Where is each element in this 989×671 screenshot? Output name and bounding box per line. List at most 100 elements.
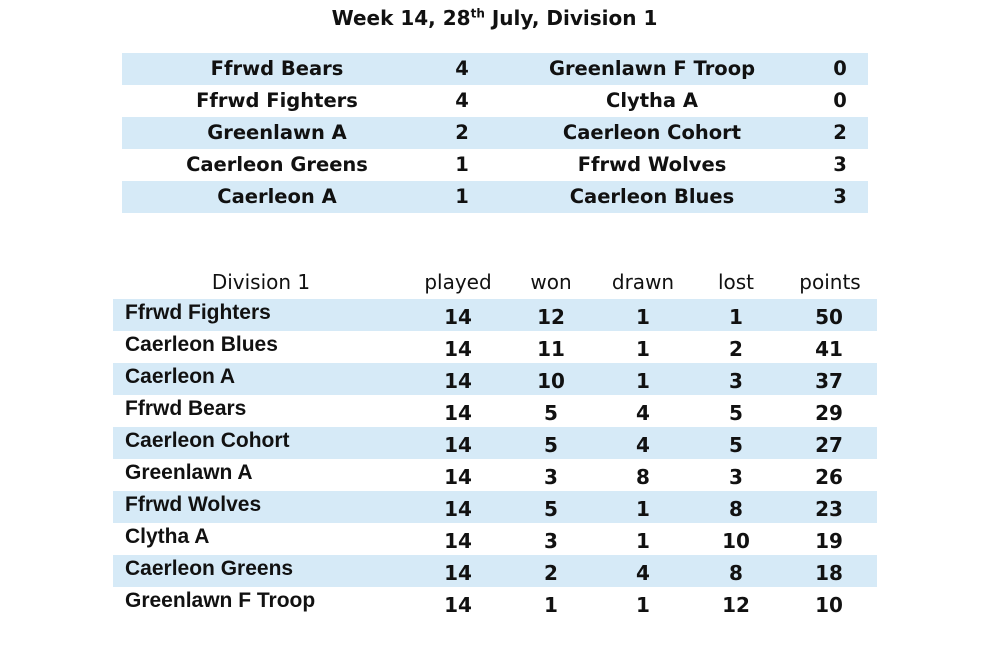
home-team: Caerleon Greens — [186, 153, 368, 176]
away-team: Ffrwd Wolves — [577, 153, 727, 176]
points-value: 37 — [815, 369, 843, 393]
played-value: 14 — [444, 401, 472, 425]
team-name: Caerleon Cohort — [125, 429, 290, 452]
header-division: Division 1 — [211, 270, 311, 294]
title-rest: July, Division 1 — [484, 6, 658, 30]
team-name: Caerleon Blues — [125, 333, 278, 356]
standings-row: Ffrwd Wolves 14 5 1 8 23 — [113, 491, 877, 523]
drawn-value: 1 — [636, 305, 650, 329]
home-score: 4 — [455, 57, 469, 80]
result-row: Caerleon A 1 Caerleon Blues 3 — [122, 181, 868, 213]
lost-value: 10 — [722, 529, 750, 553]
won-value: 1 — [544, 593, 558, 617]
away-team: Caerleon Cohort — [562, 121, 742, 144]
result-row: Greenlawn A 2 Caerleon Cohort 2 — [122, 117, 868, 149]
result-row: Ffrwd Bears 4 Greenlawn F Troop 0 — [122, 53, 868, 85]
points-value: 19 — [815, 529, 843, 553]
lost-value: 5 — [729, 401, 743, 425]
home-team: Caerleon A — [217, 185, 337, 208]
team-name: Greenlawn A — [125, 461, 253, 484]
won-value: 3 — [544, 465, 558, 489]
points-value: 41 — [815, 337, 843, 361]
played-value: 14 — [444, 465, 472, 489]
points-value: 26 — [815, 465, 843, 489]
standings-table: Division 1 played won drawn lost points … — [113, 266, 877, 619]
result-row: Caerleon Greens 1 Ffrwd Wolves 3 — [122, 149, 868, 181]
standings-row: Caerleon A 14 10 1 3 37 — [113, 363, 877, 395]
header-lost: lost — [717, 270, 755, 294]
drawn-value: 1 — [636, 497, 650, 521]
drawn-value: 1 — [636, 369, 650, 393]
page-title: Week 14, 28th July, Division 1 — [0, 4, 989, 32]
team-name: Ffrwd Fighters — [125, 301, 271, 324]
title-main: Week 14, 28 — [331, 6, 471, 30]
won-value: 2 — [544, 561, 558, 585]
header-won: won — [530, 270, 572, 294]
header-points: points — [799, 270, 861, 294]
won-value: 12 — [537, 305, 565, 329]
team-name: Greenlawn F Troop — [125, 589, 316, 612]
drawn-value: 4 — [636, 433, 650, 457]
team-name: Clytha A — [125, 525, 210, 548]
won-value: 5 — [544, 497, 558, 521]
away-team: Greenlawn F Troop — [548, 57, 756, 80]
team-name: Ffrwd Wolves — [125, 493, 262, 516]
away-score: 2 — [833, 121, 847, 144]
played-value: 14 — [444, 337, 472, 361]
away-team: Clytha A — [606, 89, 698, 112]
away-score: 0 — [833, 89, 847, 112]
away-score: 0 — [833, 57, 847, 80]
home-score: 2 — [455, 121, 469, 144]
points-value: 50 — [815, 305, 843, 329]
home-team: Greenlawn A — [207, 121, 347, 144]
standings-row: Caerleon Blues 14 11 1 2 41 — [113, 331, 877, 363]
title-ordinal-suffix: th — [470, 6, 485, 21]
team-name: Caerleon A — [125, 365, 236, 388]
points-value: 18 — [815, 561, 843, 585]
lost-value: 3 — [729, 369, 743, 393]
standings-row: Caerleon Cohort 14 5 4 5 27 — [113, 427, 877, 459]
standings-row: Greenlawn F Troop 14 1 1 12 10 — [113, 587, 877, 619]
standings-header: Division 1 played won drawn lost points — [113, 266, 877, 299]
points-value: 23 — [815, 497, 843, 521]
team-name: Caerleon Greens — [125, 557, 294, 580]
played-value: 14 — [444, 497, 472, 521]
won-value: 3 — [544, 529, 558, 553]
played-value: 14 — [444, 305, 472, 329]
won-value: 11 — [537, 337, 565, 361]
standings-row: Ffrwd Fighters 14 12 1 1 50 — [113, 299, 877, 331]
drawn-value: 1 — [636, 593, 650, 617]
played-value: 14 — [444, 561, 472, 585]
points-value: 27 — [815, 433, 843, 457]
standings-row: Caerleon Greens 14 2 4 8 18 — [113, 555, 877, 587]
home-score: 1 — [455, 153, 469, 176]
standings-row: Greenlawn A 14 3 8 3 26 — [113, 459, 877, 491]
drawn-value: 1 — [636, 337, 650, 361]
lost-value: 8 — [729, 497, 743, 521]
away-score: 3 — [833, 153, 847, 176]
home-score: 4 — [455, 89, 469, 112]
drawn-value: 8 — [636, 465, 650, 489]
lost-value: 12 — [722, 593, 750, 617]
away-team: Caerleon Blues — [569, 185, 735, 208]
won-value: 5 — [544, 433, 558, 457]
away-score: 3 — [833, 185, 847, 208]
points-value: 10 — [815, 593, 843, 617]
points-value: 29 — [815, 401, 843, 425]
won-value: 10 — [537, 369, 565, 393]
home-team: Ffrwd Fighters — [196, 89, 358, 112]
results-table: Ffrwd Bears 4 Greenlawn F Troop 0 Ffrwd … — [122, 53, 868, 213]
drawn-value: 4 — [636, 561, 650, 585]
standings-row: Clytha A 14 3 1 10 19 — [113, 523, 877, 555]
home-team: Ffrwd Bears — [210, 57, 344, 80]
played-value: 14 — [444, 529, 472, 553]
lost-value: 1 — [729, 305, 743, 329]
played-value: 14 — [444, 433, 472, 457]
lost-value: 8 — [729, 561, 743, 585]
home-score: 1 — [455, 185, 469, 208]
header-drawn: drawn — [611, 270, 675, 294]
drawn-value: 4 — [636, 401, 650, 425]
played-value: 14 — [444, 369, 472, 393]
lost-value: 5 — [729, 433, 743, 457]
result-row: Ffrwd Fighters 4 Clytha A 0 — [122, 85, 868, 117]
